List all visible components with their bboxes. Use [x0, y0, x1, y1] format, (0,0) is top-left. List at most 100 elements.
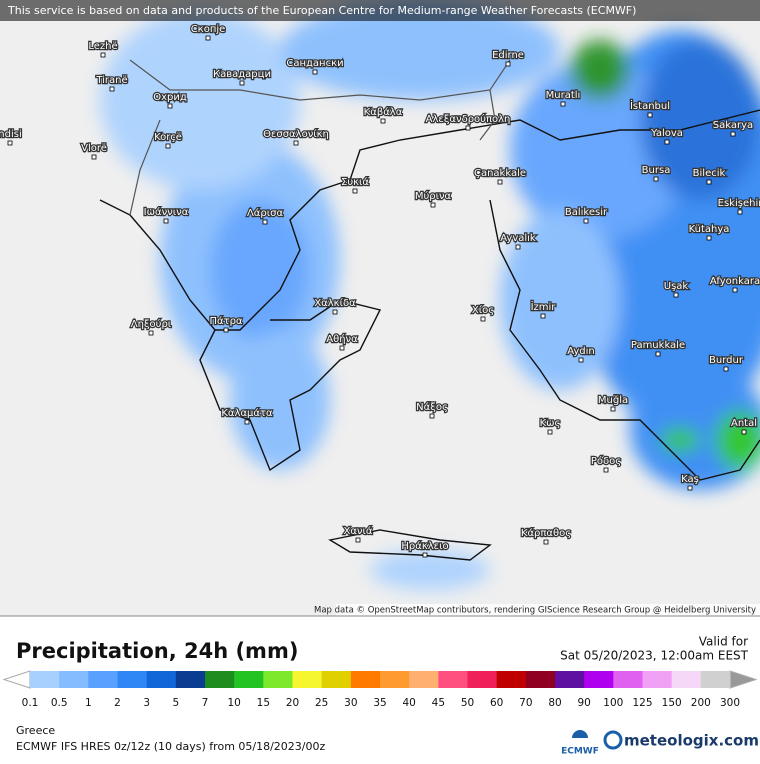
city-label: Muğla	[598, 394, 628, 406]
city-marker	[610, 406, 616, 412]
legend-tick-label: 200	[691, 697, 711, 709]
city-marker	[352, 188, 358, 194]
city-marker	[515, 244, 521, 250]
city-label: Balıkesir	[565, 207, 608, 218]
city-label: Edirne	[492, 50, 524, 61]
city-marker	[239, 80, 245, 86]
brand: meteologix.com	[624, 732, 759, 750]
city-marker	[465, 125, 471, 131]
ecmwf-logo: ECMWF	[561, 747, 599, 757]
attribution-background	[336, 604, 760, 616]
coastlines	[99, 109, 760, 561]
legend-tick-label: 10	[227, 697, 240, 709]
attribution: Map data © OpenStreetMap contributors, r…	[314, 606, 756, 616]
city-marker	[547, 429, 553, 435]
city-label: Αθήνα	[326, 333, 358, 345]
city-marker	[91, 154, 97, 160]
city-marker	[380, 118, 386, 124]
city-marker	[653, 176, 659, 182]
city-label: Χαλκίδα	[314, 297, 356, 309]
city-label: Ayvalık	[500, 233, 536, 244]
city-label: Λάρισα	[247, 207, 284, 219]
legend-swatch	[467, 671, 498, 688]
city-label: Ιωάννινα	[144, 206, 189, 218]
city-marker	[430, 202, 436, 208]
title: Precipitation, 24h (mm)	[16, 639, 298, 663]
city-label: Uşak	[664, 281, 689, 292]
city-label: Кавадарци	[213, 69, 271, 80]
brand-icon	[603, 730, 623, 750]
city-marker	[706, 179, 712, 185]
city-label: Χανιά	[343, 525, 372, 537]
city-marker	[560, 101, 566, 107]
legend-tick-label: 2	[114, 697, 121, 709]
city-marker	[429, 413, 435, 419]
city-label: Eskişehir	[718, 198, 760, 209]
city-marker	[732, 287, 738, 293]
legend-swatch	[642, 671, 673, 688]
city-label: Muratlı	[546, 90, 581, 101]
city-marker	[673, 292, 679, 298]
legend-tick-label: 125	[632, 697, 652, 709]
city-marker	[262, 219, 268, 225]
city-marker	[355, 537, 361, 543]
legend-tick-label: 45	[432, 697, 445, 709]
city-label: Συκιά	[341, 176, 369, 188]
legend-tick-label: 5	[172, 697, 179, 709]
city-marker	[730, 131, 736, 137]
legend-tick-label: 40	[402, 697, 415, 709]
city-label: Скопје	[191, 23, 226, 35]
legend-tick-label: 7	[202, 697, 209, 709]
legend-tick-label: 150	[662, 697, 682, 709]
banner-background	[0, 0, 760, 21]
city-label: Aydın	[567, 346, 595, 357]
city-marker	[167, 103, 173, 109]
legend-swatch	[350, 671, 381, 688]
legend-swatch	[700, 671, 731, 688]
city-marker	[603, 467, 609, 473]
city-marker	[647, 112, 653, 118]
city-label: Korçë	[154, 132, 182, 143]
city-label: Burdur	[709, 355, 744, 366]
legend-tick-label: 0.1	[22, 697, 39, 709]
city-marker	[687, 485, 693, 491]
city-marker	[583, 218, 589, 224]
city-label: Охрид	[153, 92, 187, 103]
city-label: Νάξος	[416, 401, 448, 413]
city-label: Sakarya	[713, 120, 753, 131]
legend-swatch	[88, 671, 118, 688]
city-marker	[312, 69, 318, 75]
legend-swatch	[234, 671, 264, 688]
city-marker	[422, 552, 428, 558]
city-label: Ληξούρι	[131, 318, 172, 330]
legend-tick-label: 0.5	[51, 697, 68, 709]
city-marker	[543, 539, 549, 545]
valid-time: Sat 05/20/2023, 12:00am EEST	[560, 649, 749, 663]
legend-swatch	[613, 671, 643, 688]
legend-swatch	[496, 671, 527, 688]
city-label: İstanbul	[630, 99, 670, 112]
city-marker	[737, 209, 743, 215]
legend-swatch	[671, 671, 702, 688]
legend-tick-label: 90	[577, 697, 590, 709]
city-label: ndisi	[0, 129, 22, 140]
city-label: İzmir	[531, 300, 557, 313]
region: Greece	[16, 724, 55, 737]
city-marker	[480, 316, 486, 322]
city-marker	[723, 366, 729, 372]
valid-label: Valid for	[699, 635, 748, 649]
city-label: Πάτρα	[209, 315, 242, 327]
city-label: Vlorë	[81, 143, 107, 154]
legend-tick-label: 30	[344, 697, 357, 709]
city-marker	[163, 218, 169, 224]
city-marker	[497, 179, 503, 185]
city-marker	[339, 345, 345, 351]
city-label: Καβάλα	[364, 106, 403, 118]
ecmwf-icon	[572, 730, 588, 738]
city-label: Сандански	[286, 58, 343, 69]
city-marker	[293, 140, 299, 146]
city-label: Yalova	[650, 128, 683, 139]
legend-swatch	[30, 671, 60, 688]
city-marker	[578, 357, 584, 363]
city-marker	[655, 351, 661, 357]
